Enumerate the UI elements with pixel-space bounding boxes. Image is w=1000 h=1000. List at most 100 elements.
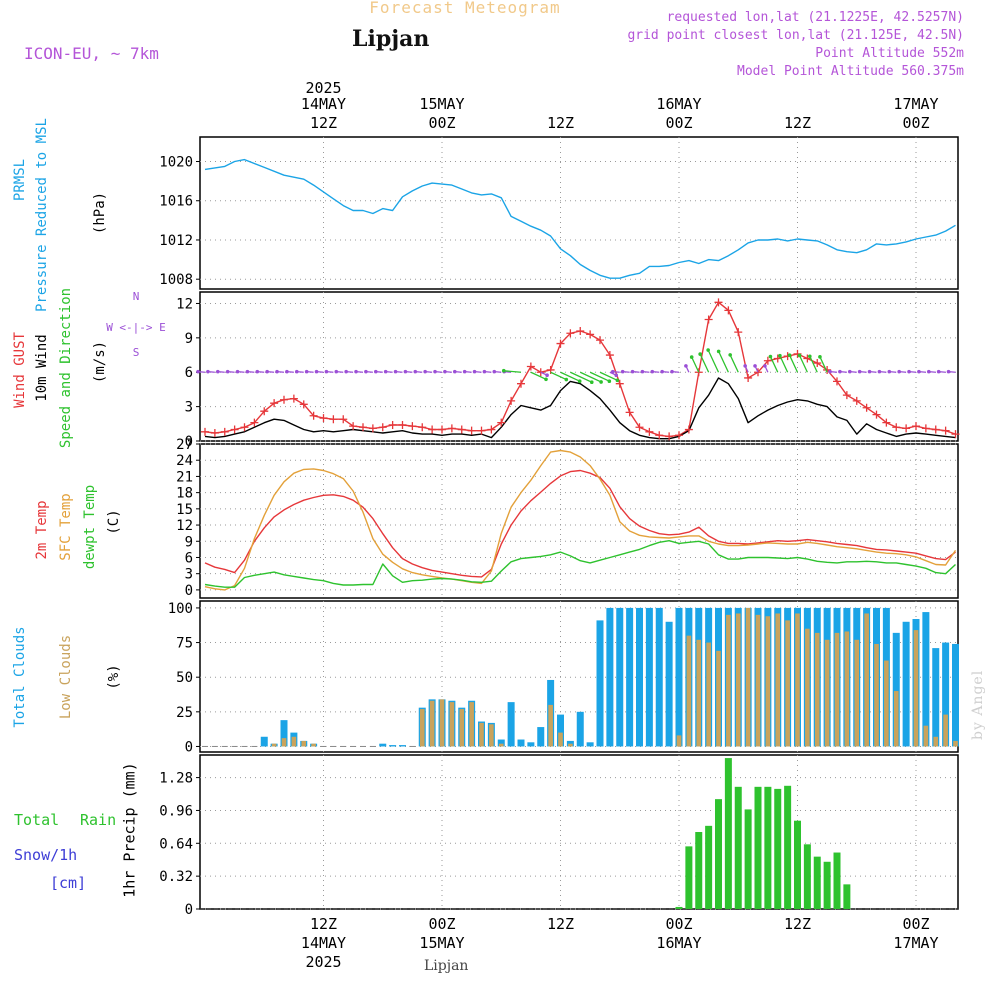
gust-marker bbox=[704, 315, 713, 324]
gust-marker bbox=[951, 430, 960, 439]
total-cloud-bar bbox=[655, 607, 663, 747]
wind-arrow-head bbox=[545, 373, 549, 377]
total-cloud-bar bbox=[636, 607, 643, 747]
grid-point-coords: grid point closest lon,lat (21.125E, 42.… bbox=[627, 28, 964, 43]
gust-marker bbox=[586, 330, 595, 339]
top-hour-label: 12Z bbox=[784, 114, 811, 132]
wind-direction-arrow bbox=[707, 349, 720, 373]
gust-marker bbox=[714, 298, 723, 307]
rain-bar bbox=[675, 906, 683, 909]
y-tick-label: 75 bbox=[176, 636, 193, 652]
low-cloud-bar bbox=[795, 613, 800, 747]
wind-arrow-head bbox=[393, 369, 398, 374]
wind-direction-arrow bbox=[550, 371, 567, 381]
snow-label: Snow/1h bbox=[14, 846, 77, 864]
wind-arrow-head bbox=[324, 369, 329, 374]
y-tick-label: 0 bbox=[185, 902, 193, 918]
wind-arrow-head bbox=[482, 369, 487, 374]
wind-arrow-head bbox=[492, 369, 497, 374]
gust-marker bbox=[665, 432, 674, 441]
total-cloud-bar bbox=[280, 720, 288, 747]
low-cloud-bar bbox=[281, 738, 287, 747]
wind-arrow-head bbox=[433, 369, 437, 374]
total-cloud-bar bbox=[665, 621, 673, 747]
chart-title: Forecast Meteogram bbox=[369, 0, 561, 17]
wind-arrow-head bbox=[867, 369, 872, 374]
y-tick-label: 1.28 bbox=[159, 771, 193, 787]
gust-marker bbox=[467, 426, 476, 435]
wind-arrow-head bbox=[589, 380, 594, 385]
top-hour-label: 00Z bbox=[665, 114, 692, 132]
wind-arrow-head bbox=[443, 369, 447, 374]
gust-marker bbox=[912, 422, 920, 431]
wind-arrow-head bbox=[265, 369, 269, 374]
gust-marker bbox=[576, 326, 585, 335]
total-cloud-bar bbox=[576, 711, 584, 747]
gust-marker bbox=[813, 359, 822, 368]
wind-arrow-head bbox=[838, 369, 842, 374]
total-cloud-bar bbox=[586, 742, 594, 747]
low-cloud-bar bbox=[913, 630, 919, 747]
top-hour-label: 00Z bbox=[902, 114, 929, 132]
gust-marker bbox=[556, 339, 565, 348]
top-hour-label: 12Z bbox=[547, 114, 574, 132]
pressure-line bbox=[204, 158, 956, 279]
wind-arrow-head bbox=[620, 369, 625, 374]
total-cloud-bar bbox=[902, 621, 910, 747]
total-cloud-bar bbox=[260, 736, 268, 747]
pressure-label: PRMSL bbox=[12, 159, 28, 201]
wind-arrow-head bbox=[847, 369, 852, 374]
gust-marker bbox=[378, 423, 387, 432]
wind-arrow-head bbox=[640, 369, 645, 374]
low-cloud-bar bbox=[953, 740, 958, 747]
wind-arrow-head bbox=[689, 355, 694, 359]
gust-marker bbox=[309, 411, 318, 420]
wind-arrow-head bbox=[684, 364, 688, 368]
wind-line bbox=[204, 377, 956, 440]
gust-marker bbox=[487, 425, 496, 434]
low-cloud-bar bbox=[765, 616, 771, 747]
precip-unit: 1hr Precip (mm) bbox=[121, 762, 139, 897]
clouds-unit: (%) bbox=[106, 664, 122, 689]
bottom-location-label: Lipjan bbox=[424, 958, 469, 974]
gust-marker bbox=[852, 396, 861, 405]
wind-arrow-head bbox=[413, 369, 418, 374]
gust-marker bbox=[438, 425, 446, 434]
gust-marker bbox=[220, 427, 229, 436]
wind-arrow-head bbox=[452, 369, 457, 374]
low-cloud-bar bbox=[884, 660, 889, 747]
bottom-hour-label: 00Z bbox=[665, 915, 692, 933]
bottom-hour-label: 12Z bbox=[784, 915, 811, 933]
y-tick-label: 0.96 bbox=[159, 803, 193, 819]
low-cloud-bar bbox=[548, 704, 553, 747]
gust-marker bbox=[289, 394, 298, 403]
wind-arrow-head bbox=[877, 369, 882, 374]
gust-marker bbox=[418, 423, 427, 432]
wind-arrow-head bbox=[897, 369, 901, 374]
gust-marker bbox=[892, 423, 901, 432]
top-date-label: 15MAY bbox=[419, 95, 464, 113]
rain-bar bbox=[715, 799, 722, 909]
gust-marker bbox=[240, 423, 249, 432]
low-cloud-bar bbox=[706, 642, 711, 747]
compass-north: N bbox=[133, 290, 140, 303]
gust-marker bbox=[349, 422, 358, 431]
gust-marker bbox=[625, 408, 634, 417]
wind-arrow-head bbox=[614, 373, 619, 377]
wind-arrow-head bbox=[304, 369, 309, 374]
wind-arrow-head bbox=[763, 364, 767, 368]
gust-marker bbox=[872, 410, 881, 419]
low-cloud-bar bbox=[686, 635, 692, 747]
low-cloud-bar bbox=[755, 614, 761, 747]
low-clouds-label: Low Clouds bbox=[58, 635, 74, 719]
bottom-hour-label: 12Z bbox=[547, 915, 574, 933]
y-tick-label: 25 bbox=[176, 705, 193, 721]
compass-south: S bbox=[133, 346, 140, 359]
gust-marker bbox=[734, 328, 743, 337]
total-cloud-bar bbox=[389, 745, 397, 747]
wind-arrow-head bbox=[716, 349, 721, 354]
model-label: ICON-EU, ~ 7km bbox=[24, 44, 159, 63]
gust-marker bbox=[902, 424, 911, 433]
gust-marker bbox=[398, 420, 407, 429]
low-cloud-bar bbox=[291, 736, 297, 747]
